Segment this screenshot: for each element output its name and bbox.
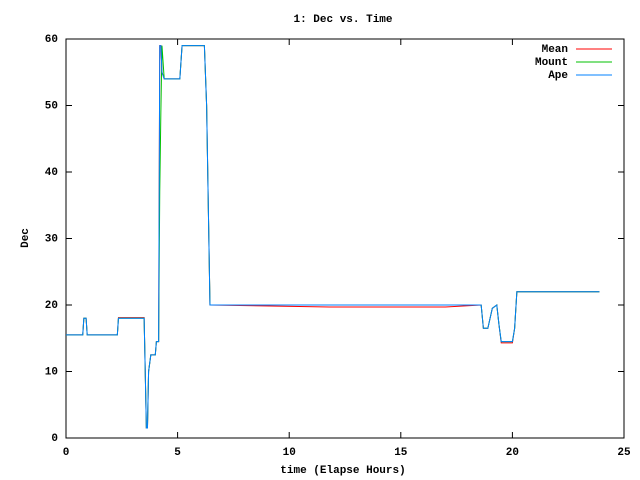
x-tick-label: 20: [506, 447, 519, 459]
x-tick-label: 0: [63, 447, 70, 459]
y-tick-label: 40: [45, 167, 58, 179]
data-line: [66, 45, 600, 429]
x-tick-label: 15: [394, 447, 408, 459]
y-tick-label: 60: [45, 34, 58, 46]
legend-label: Mean: [542, 44, 568, 56]
y-tick-label: 50: [45, 100, 58, 112]
x-tick-label: 10: [283, 447, 296, 459]
legend-label: Mount: [535, 57, 568, 69]
x-tick-label: 25: [617, 447, 631, 459]
y-tick-label: 0: [51, 433, 58, 445]
y-tick-label: 10: [45, 366, 58, 378]
y-axis-label: Dec: [20, 228, 32, 248]
chart-title: 1: Dec vs. Time: [293, 14, 392, 26]
y-tick-label: 20: [45, 300, 58, 312]
y-tick-label: 30: [45, 233, 58, 245]
legend-label: Ape: [548, 70, 568, 82]
x-tick-label: 5: [174, 447, 181, 459]
x-axis-label: time (Elapse Hours): [280, 465, 405, 477]
